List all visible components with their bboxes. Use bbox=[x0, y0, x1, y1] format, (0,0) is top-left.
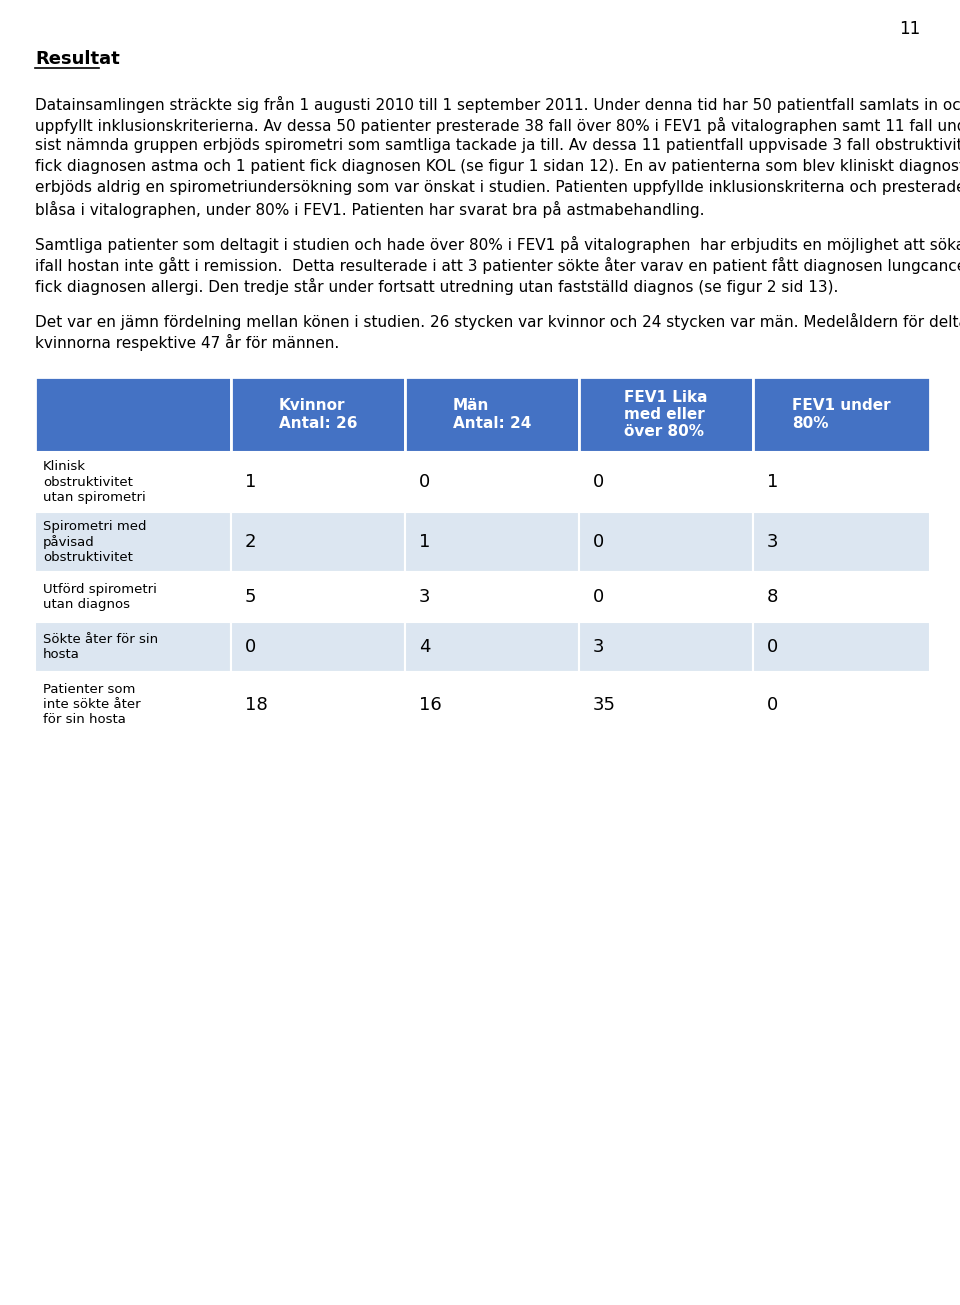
Text: 3: 3 bbox=[767, 532, 779, 551]
Text: uppfyllt inklusionskriterierna. Av dessa 50 patienter presterade 38 fall över 80: uppfyllt inklusionskriterierna. Av dessa… bbox=[35, 117, 960, 134]
Bar bbox=[35, 672, 231, 737]
Text: Datainsamlingen sträckte sig från 1 augusti 2010 till 1 september 2011. Under de: Datainsamlingen sträckte sig från 1 augu… bbox=[35, 97, 960, 114]
Text: Klinisk
obstruktivitet
utan spirometri: Klinisk obstruktivitet utan spirometri bbox=[43, 461, 146, 504]
Bar bbox=[405, 622, 579, 672]
Bar bbox=[35, 622, 231, 672]
Bar bbox=[579, 622, 753, 672]
Bar bbox=[231, 622, 405, 672]
Text: 0: 0 bbox=[245, 638, 256, 656]
Text: 0: 0 bbox=[593, 532, 604, 551]
Bar bbox=[405, 572, 579, 622]
Text: 0: 0 bbox=[593, 472, 604, 491]
Text: 1: 1 bbox=[245, 472, 256, 491]
Bar bbox=[231, 452, 405, 512]
Text: Kvinnor
Antal: 26: Kvinnor Antal: 26 bbox=[278, 398, 357, 431]
Bar bbox=[231, 572, 405, 622]
Text: erbjöds aldrig en spirometriundersökning som var önskat i studien. Patienten upp: erbjöds aldrig en spirometriundersökning… bbox=[35, 180, 960, 194]
Text: Resultat: Resultat bbox=[35, 50, 120, 68]
Bar bbox=[35, 572, 231, 622]
Text: 0: 0 bbox=[593, 589, 604, 606]
Bar bbox=[231, 377, 405, 452]
Text: 1: 1 bbox=[419, 532, 430, 551]
Text: 3: 3 bbox=[593, 638, 605, 656]
Text: 2: 2 bbox=[245, 532, 256, 551]
Text: fick diagnosen allergi. Den tredje står under fortsatt utredning utan fastställd: fick diagnosen allergi. Den tredje står … bbox=[35, 278, 838, 295]
Bar bbox=[753, 672, 930, 737]
Bar bbox=[753, 622, 930, 672]
Text: 16: 16 bbox=[419, 696, 442, 714]
Text: Utförd spirometri
utan diagnos: Utförd spirometri utan diagnos bbox=[43, 583, 156, 611]
Text: 11: 11 bbox=[899, 20, 920, 38]
Bar bbox=[35, 452, 231, 512]
Text: Spirometri med
påvisad
obstruktivitet: Spirometri med påvisad obstruktivitet bbox=[43, 519, 147, 564]
Text: 5: 5 bbox=[245, 589, 256, 606]
Text: 0: 0 bbox=[419, 472, 430, 491]
Text: fick diagnosen astma och 1 patient fick diagnosen KOL (se figur 1 sidan 12). En : fick diagnosen astma och 1 patient fick … bbox=[35, 159, 960, 174]
Text: Samtliga patienter som deltagit i studien och hade över 80% i FEV1 på vitalograp: Samtliga patienter som deltagit i studie… bbox=[35, 236, 960, 253]
Bar bbox=[579, 452, 753, 512]
Bar bbox=[753, 452, 930, 512]
Text: kvinnorna respektive 47 år för männen.: kvinnorna respektive 47 år för männen. bbox=[35, 334, 339, 351]
Bar bbox=[405, 377, 579, 452]
Text: Patienter som
inte sökte åter
för sin hosta: Patienter som inte sökte åter för sin ho… bbox=[43, 683, 140, 726]
Bar bbox=[579, 377, 753, 452]
Text: FEV1 Lika
med eller
över 80%: FEV1 Lika med eller över 80% bbox=[624, 390, 708, 440]
Text: blåsa i vitalographen, under 80% i FEV1. Patienten har svarat bra på astmabehand: blåsa i vitalographen, under 80% i FEV1.… bbox=[35, 201, 705, 218]
Text: sist nämnda gruppen erbjöds spirometri som samtliga tackade ja till. Av dessa 11: sist nämnda gruppen erbjöds spirometri s… bbox=[35, 138, 960, 153]
Bar bbox=[35, 377, 231, 452]
Text: 3: 3 bbox=[419, 589, 430, 606]
Bar bbox=[405, 452, 579, 512]
Text: 18: 18 bbox=[245, 696, 268, 714]
Bar bbox=[753, 512, 930, 572]
Bar bbox=[579, 572, 753, 622]
Text: 0: 0 bbox=[767, 638, 779, 656]
Text: 0: 0 bbox=[767, 696, 779, 714]
Bar bbox=[405, 672, 579, 737]
Text: Män
Antal: 24: Män Antal: 24 bbox=[453, 398, 531, 431]
Bar bbox=[231, 672, 405, 737]
Bar bbox=[579, 512, 753, 572]
Bar bbox=[753, 377, 930, 452]
Bar bbox=[579, 672, 753, 737]
Text: 8: 8 bbox=[767, 589, 779, 606]
Text: ifall hostan inte gått i remission.  Detta resulterade i att 3 patienter sökte å: ifall hostan inte gått i remission. Dett… bbox=[35, 257, 960, 274]
Text: 35: 35 bbox=[593, 696, 616, 714]
Text: Sökte åter för sin
hosta: Sökte åter för sin hosta bbox=[43, 633, 158, 662]
Text: 4: 4 bbox=[419, 638, 430, 656]
Bar bbox=[753, 572, 930, 622]
Text: Det var en jämn fördelning mellan könen i studien. 26 stycken var kvinnor och 24: Det var en jämn fördelning mellan könen … bbox=[35, 313, 960, 330]
Bar bbox=[405, 512, 579, 572]
Bar bbox=[231, 512, 405, 572]
Text: FEV1 under
80%: FEV1 under 80% bbox=[792, 398, 891, 431]
Bar bbox=[35, 512, 231, 572]
Text: 1: 1 bbox=[767, 472, 779, 491]
